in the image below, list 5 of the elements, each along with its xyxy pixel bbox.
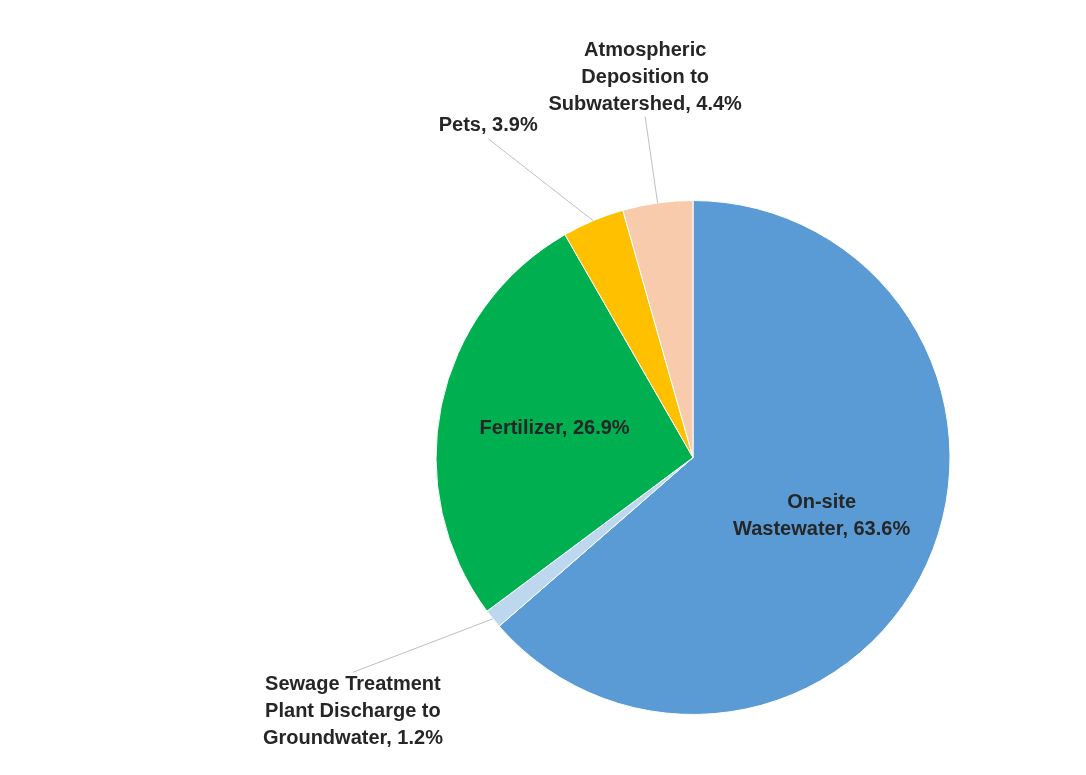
slice-label: Sewage Treatment Plant Discharge to Groundwater, 1.2% <box>262 671 444 748</box>
slice-label: On-site Wastewater, 63.6% <box>733 490 911 540</box>
slice-label: Atmospheric Deposition to Subwatershed, 4.4% <box>548 38 743 115</box>
slice-label: Fertilizer, 26.9% <box>479 416 630 439</box>
slice-label: Pets, 3.9% <box>438 113 538 136</box>
